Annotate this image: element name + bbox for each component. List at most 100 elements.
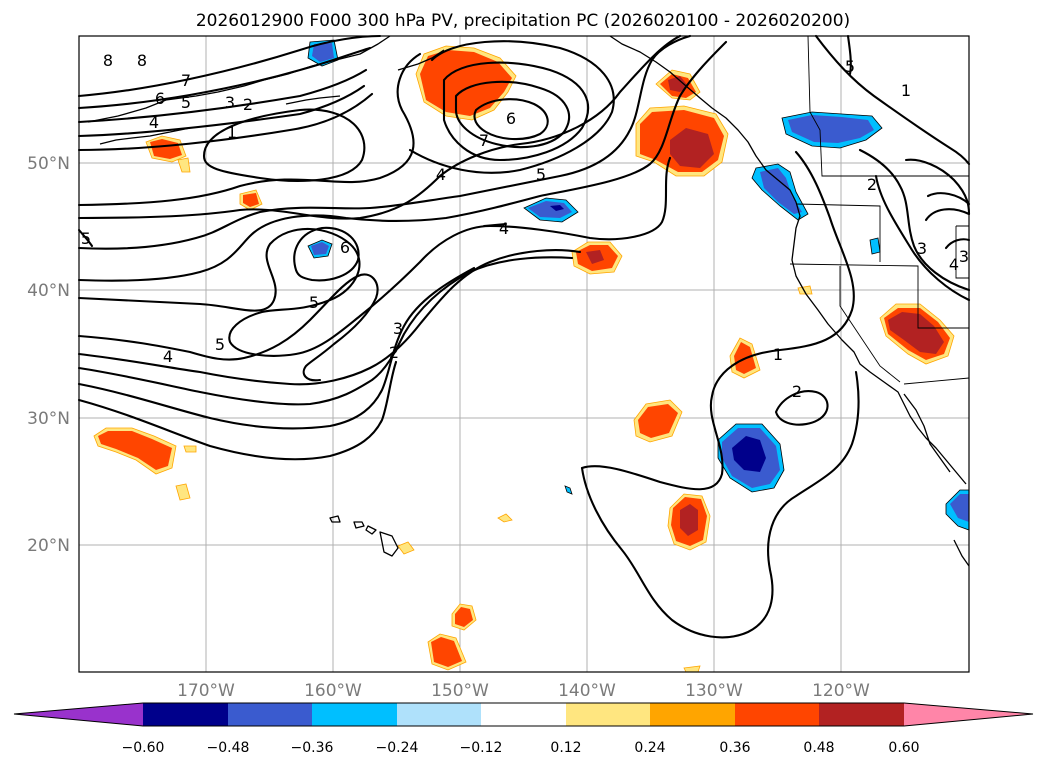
- pv-contour: [580, 150, 855, 491]
- contour-label: 4: [436, 165, 446, 184]
- pos-anomaly-blob: [638, 404, 678, 438]
- pos-anomaly-blob: [175, 483, 191, 501]
- neg-anomaly-blob: [760, 168, 802, 214]
- us-mexico-border: [903, 377, 970, 385]
- pv-contour: [293, 226, 360, 282]
- colorbar-tick-label: −0.60: [122, 740, 165, 756]
- pos-anomaly-blob: [888, 312, 944, 354]
- longitude-labels: 170°W 160°W 150°W 140°W 130°W 120°W: [177, 681, 870, 701]
- pv-contour: [77, 52, 422, 207]
- contour-label: 3: [225, 93, 235, 112]
- pv-contour: [814, 34, 971, 166]
- pv-contour: [858, 148, 971, 292]
- pv-contour: [202, 108, 366, 182]
- map-frame: [78, 35, 970, 673]
- contour-label: 4: [949, 255, 959, 274]
- colorbar-segment: [481, 703, 566, 726]
- pv-contour: [77, 249, 582, 386]
- pos-anomaly-blob: [668, 76, 688, 92]
- neg-anomaly-blob: [732, 436, 766, 472]
- pos-anomaly-blob: [177, 157, 191, 173]
- colorbar-outline: [13, 702, 1034, 727]
- lon-label: 150°W: [431, 681, 489, 701]
- contour-label: 2: [792, 382, 802, 401]
- pv-contour: [77, 256, 574, 406]
- pv-contour: [77, 40, 728, 282]
- mexico-coast-south: [953, 539, 970, 567]
- contour-label: 5: [309, 293, 319, 312]
- contour-label: 4: [149, 113, 159, 132]
- pv-contours: [77, 34, 971, 639]
- pv-contour: [77, 228, 94, 248]
- pos-anomaly-blob: [243, 193, 259, 207]
- pv-contour: [77, 266, 476, 430]
- pv-contour: [77, 156, 672, 357]
- pv-contour: [926, 192, 971, 206]
- pv-contour: [846, 34, 852, 76]
- colorbar-segment: [566, 703, 650, 726]
- contour-label: 4: [499, 219, 509, 238]
- neg-anomaly-blob: [950, 494, 969, 522]
- pv-contour: [408, 40, 615, 174]
- colorbar-tick-label: 0.48: [803, 740, 834, 756]
- pos-anomaly-blob: [150, 139, 182, 159]
- pv-contour: [924, 208, 971, 222]
- colorbar-segment: [819, 703, 904, 726]
- pv-contour: [473, 98, 549, 141]
- pos-anomaly-blob: [680, 504, 698, 536]
- state-border: [955, 225, 969, 279]
- pv-contour: [77, 46, 372, 110]
- pv-contour: [77, 92, 374, 152]
- colorbar-segment: [312, 703, 397, 726]
- figure-title: 2026012900 F000 300 hPa PV, precipitatio…: [196, 11, 850, 31]
- pos-anomaly-blob: [183, 445, 197, 453]
- contour-label: 2: [243, 95, 253, 114]
- pos-anomaly-blob: [497, 513, 513, 523]
- canada-us-border: [807, 35, 969, 177]
- aleutian-islands: [99, 127, 191, 145]
- pv-contour: [442, 61, 590, 162]
- colorbar-tick-label: −0.36: [291, 740, 334, 756]
- neg-anomaly-blob: [564, 485, 573, 495]
- pv-contour: [454, 80, 570, 149]
- pv-contour: [774, 390, 829, 426]
- colorbar-extend-high: [904, 703, 1033, 726]
- hawaii-kauai: [329, 515, 341, 523]
- contour-label: 2: [867, 175, 877, 194]
- neg-anomaly-blob: [550, 205, 564, 211]
- aleutian-islands-east: [285, 95, 341, 105]
- pv-contour: [77, 273, 379, 382]
- contour-label: 5: [81, 229, 91, 248]
- neg-anomaly-blob: [312, 43, 334, 62]
- hawaii-oahu: [353, 521, 365, 529]
- neg-anomaly-blob: [311, 242, 329, 255]
- colorbar-tick-label: 0.24: [634, 740, 665, 756]
- lon-label: 140°W: [558, 681, 616, 701]
- colorbar-tick-label: −0.12: [460, 740, 503, 756]
- pv-contour: [580, 370, 860, 639]
- pv-contour: [77, 34, 682, 220]
- hawaii-maui: [365, 525, 377, 535]
- contour-label: 1: [227, 123, 237, 142]
- contour-label: 8: [137, 51, 147, 70]
- contour-label: 5: [536, 165, 546, 184]
- colorbar-tick-label: −0.48: [207, 740, 250, 756]
- pv-contour: [77, 34, 692, 250]
- colorbar: −0.60 −0.48 −0.36 −0.24 −0.12 0.12 0.24 …: [13, 702, 1034, 756]
- pos-anomaly-blob: [797, 285, 813, 295]
- lat-label: 20°N: [27, 536, 70, 556]
- lat-label: 30°N: [27, 409, 70, 429]
- contour-labels: 8 8 7 6 5 4 3 2 1 6 7 5 4 4 5 6 5 5 4 3 …: [81, 51, 969, 401]
- neg-anomaly-blob: [869, 237, 881, 255]
- contour-label: 2: [389, 343, 399, 362]
- coastlines: [87, 35, 970, 567]
- colorbar-segment: [228, 703, 312, 726]
- contour-label: 6: [340, 238, 350, 257]
- contour-label: 1: [773, 345, 783, 364]
- colorbar-tick-label: 0.36: [719, 740, 750, 756]
- neg-anomaly-blob: [788, 115, 874, 143]
- pv-contour: [944, 238, 971, 250]
- latitude-labels: 50°N 40°N 30°N 20°N: [27, 154, 70, 556]
- pos-anomaly-blob: [586, 250, 604, 264]
